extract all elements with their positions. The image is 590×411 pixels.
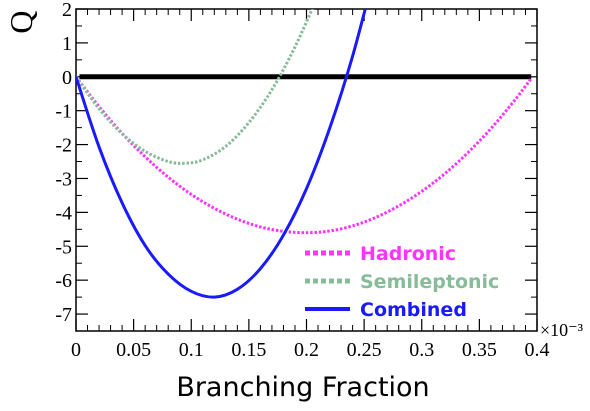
x-tick-label: 0.05 — [116, 339, 151, 361]
y-tick-label: -3 — [55, 168, 72, 190]
x-tick-label: 0.1 — [179, 339, 204, 361]
x-tick-label: 0.2 — [294, 339, 319, 361]
y-axis-label: Q — [3, 10, 39, 33]
y-tick-label: -4 — [55, 202, 72, 224]
x-tick-label: 0.35 — [462, 339, 497, 361]
x-tick-label: 0.25 — [347, 339, 382, 361]
y-tick-label: -6 — [55, 270, 72, 292]
series-line-combined — [76, 9, 367, 299]
x-axis-ticks: 0 0.05 0.1 0.15 0.2 0.25 0.3 0.35 0.4 — [71, 9, 550, 361]
legend-label-semileptonic: Semileptonic — [360, 271, 499, 293]
legend-label-hadronic: Hadronic — [360, 243, 456, 265]
x-tick-label: 0.3 — [409, 339, 434, 361]
y-tick-label: 0 — [62, 67, 72, 89]
series-line-hadronic — [76, 75, 533, 235]
legend: Hadronic Semileptonic Combined — [305, 243, 499, 321]
y-tick-label: 2 — [62, 0, 72, 21]
y-tick-label: 1 — [62, 33, 72, 55]
x-multiplier-label: ×10⁻³ — [540, 320, 584, 340]
x-tick-label: 0 — [71, 339, 81, 361]
series-line-semileptonic — [76, 9, 314, 165]
y-tick-label: -7 — [55, 304, 72, 326]
y-axis-ticks: -7 -6 -5 -4 -3 -2 -1 0 1 2 — [55, 0, 537, 326]
y-tick-label: -2 — [55, 135, 72, 157]
x-tick-label: 0.15 — [231, 339, 266, 361]
x-tick-label: 0.4 — [525, 339, 550, 361]
y-tick-label: -5 — [55, 236, 72, 258]
x-axis-label: Branching Fraction — [176, 372, 429, 403]
y-tick-label: -1 — [55, 101, 72, 123]
legend-label-combined: Combined — [360, 299, 467, 321]
series-lines — [76, 9, 533, 299]
